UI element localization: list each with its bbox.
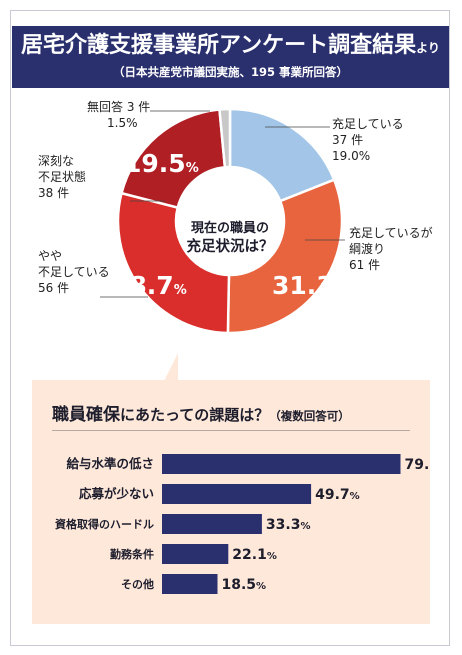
label-severe-name1: 深刻な bbox=[38, 154, 75, 168]
donut-slice-3 bbox=[119, 108, 227, 210]
label-tightrope: 充足しているが 綱渡り 61 件 bbox=[349, 225, 433, 273]
header-banner: 居宅介護支援事業所アンケート調査結果より （日本共産党市議団実施、195 事業所… bbox=[12, 26, 449, 88]
donut-chart: 現在の職員の 充足状況は？ bbox=[100, 107, 345, 335]
bar-3 bbox=[162, 544, 229, 564]
bar-value-label-2: 33.3% bbox=[266, 517, 311, 533]
title-main: 居宅介護支援事業所アンケート調査結果 bbox=[21, 33, 417, 58]
pct-severe: 19.5% bbox=[124, 149, 199, 178]
label-somewhat-short-name1: やや bbox=[38, 249, 63, 263]
label-no-answer-name: 無回答 3 件 bbox=[87, 100, 151, 114]
center-label-line2: 充足状況は？ bbox=[187, 237, 274, 255]
donut-slice-2 bbox=[116, 191, 231, 335]
label-severe-name2: 不足状態 bbox=[38, 170, 87, 184]
donut-slices bbox=[116, 107, 344, 335]
leader-lines bbox=[100, 110, 345, 298]
title-suffix: より bbox=[416, 41, 440, 55]
bar-value-label-4: 18.5% bbox=[222, 577, 267, 593]
bar-category-label-3: 勤務条件 bbox=[110, 547, 154, 561]
label-severe: 深刻な 不足状態 38 件 bbox=[38, 153, 86, 201]
bar-4 bbox=[162, 574, 218, 594]
issues-title: 職員確保にあたっての課題は？（複数回答可） bbox=[52, 405, 350, 425]
label-somewhat-short-name2: 不足している bbox=[38, 265, 110, 279]
issues-bar-chart: 給与水準の低さ 79.5% 応募が少ない 49.7% 資格取得のハードル 33.3% 勤務条… bbox=[55, 454, 431, 594]
bar-category-label-4: その他 bbox=[121, 577, 154, 591]
label-somewhat-short-count: 56 件 bbox=[38, 281, 70, 295]
panel-pointer bbox=[164, 353, 178, 381]
label-tightrope-name1: 充足しているが bbox=[349, 226, 433, 240]
pct-tightrope: 31.3% bbox=[272, 271, 347, 300]
label-satisfied-pct: 19.0% bbox=[332, 149, 371, 163]
bar-category-label-2: 資格取得のハードル bbox=[55, 517, 154, 531]
donut-slice-0 bbox=[228, 107, 336, 203]
bar-category-label-1: 応募が少ない bbox=[79, 486, 154, 501]
donut-slice-4 bbox=[218, 107, 232, 169]
label-no-answer-pct: 1.5% bbox=[107, 116, 138, 130]
label-no-answer: 無回答 3 件 1.5% bbox=[87, 99, 150, 131]
label-satisfied-name: 充足している bbox=[332, 117, 404, 131]
label-somewhat-short: やや 不足している 56 件 bbox=[38, 248, 110, 296]
center-label-line1: 現在の職員の bbox=[191, 220, 269, 236]
bar-value-label-3: 22.1% bbox=[232, 547, 277, 563]
donut-slice-1 bbox=[226, 178, 344, 335]
label-tightrope-name2: 綱渡り bbox=[349, 242, 386, 256]
label-tightrope-count: 61 件 bbox=[349, 258, 381, 272]
pct-somewhat-short: 28.7% bbox=[112, 271, 187, 300]
bar-category-label-0: 給与水準の低さ bbox=[66, 456, 154, 471]
page-subtitle: （日本共産党市議団実施、195 事業所回答） bbox=[112, 65, 348, 79]
label-satisfied-count: 37 件 bbox=[332, 133, 364, 147]
bar-1 bbox=[162, 484, 312, 504]
page-title: 居宅介護支援事業所アンケート調査結果より bbox=[12, 32, 449, 62]
label-severe-count: 38 件 bbox=[38, 186, 70, 200]
issues-divider bbox=[52, 430, 410, 431]
bar-2 bbox=[162, 514, 262, 534]
bar-value-label-1: 49.7% bbox=[315, 487, 360, 503]
bar-value-label-0: 79.5% bbox=[405, 457, 431, 473]
bar-0 bbox=[162, 454, 401, 474]
label-satisfied: 充足している 37 件 19.0% bbox=[332, 116, 404, 164]
